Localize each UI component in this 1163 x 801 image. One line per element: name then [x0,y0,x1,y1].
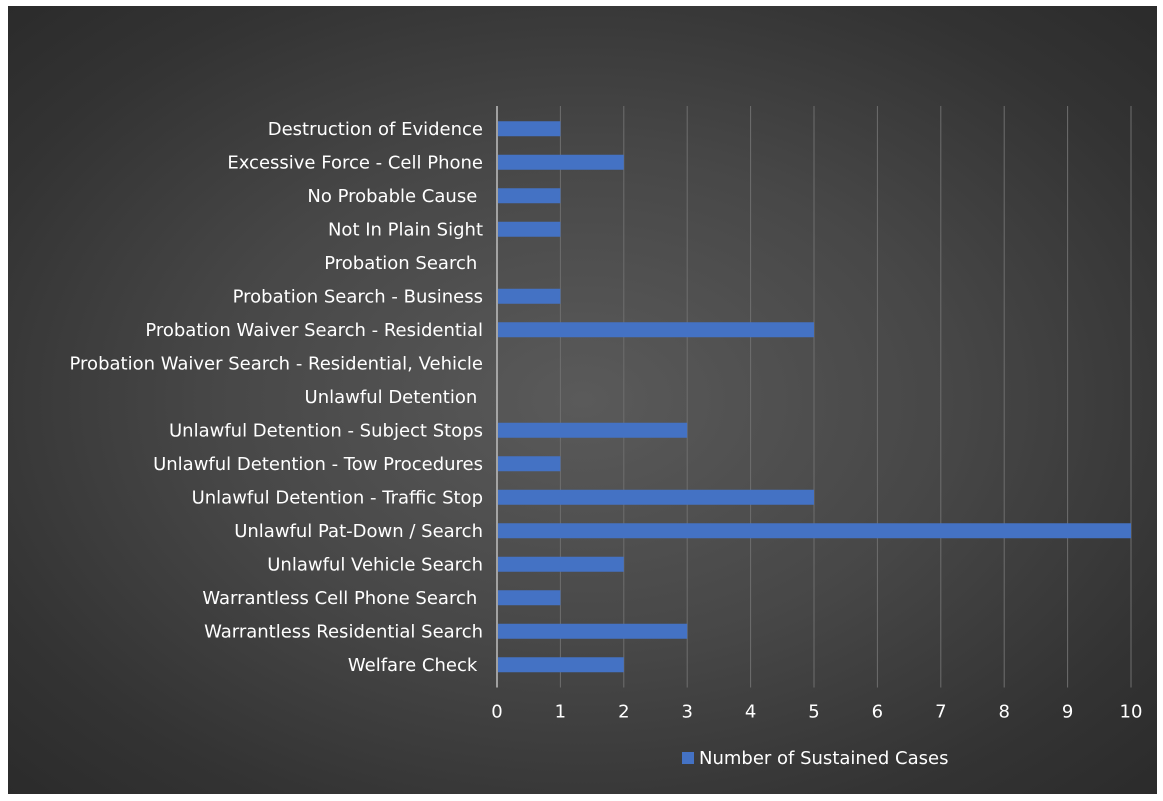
category-labels: Destruction of Evidence Excessive Force -… [70,119,483,676]
category-label: Probation Search [324,253,483,274]
x-tick-label: 3 [681,702,692,723]
bar [498,221,561,237]
category-label: Probation Waiver Search - Residential, V… [70,353,483,374]
bar [498,154,624,170]
bars [498,121,1131,673]
bar [498,556,624,572]
category-label: Warrantless Cell Phone Search [202,588,483,609]
category-label: Unlawful Detention - Subject Stops [169,420,483,441]
category-label: Unlawful Vehicle Search [267,554,483,575]
bar [498,623,688,639]
chart-area: Destruction of Evidence Excessive Force -… [8,6,1157,794]
category-label: Unlawful Detention [305,387,483,408]
x-tick-label: 10 [1120,702,1143,723]
x-tick-label: 7 [935,702,946,723]
bar [498,489,814,505]
category-label: Probation Waiver Search - Residential [145,320,483,341]
category-label: Unlawful Pat-Down / Search [234,521,483,542]
x-tick-label: 6 [872,702,883,723]
x-tick-label: 9 [1062,702,1073,723]
category-label: Probation Search - Business [233,286,483,307]
legend: Number of Sustained Cases [682,748,948,769]
legend-swatch [682,752,694,764]
bar [498,523,1131,539]
category-label: Unlawful Detention - Traffic Stop [192,487,483,508]
category-label: Warrantless Residential Search [204,621,483,642]
gridlines [559,106,1132,688]
x-tick-label: 5 [808,702,819,723]
bar [498,657,624,673]
x-tick-label: 8 [998,702,1009,723]
legend-label: Number of Sustained Cases [699,748,948,769]
bar [498,590,561,606]
bar [498,188,561,204]
bar [498,456,561,472]
category-label: Not In Plain Sight [328,219,483,240]
x-tick-label: 1 [555,702,566,723]
category-label: Unlawful Detention - Tow Procedures [153,454,483,475]
bar [498,422,688,438]
bar-chart: Destruction of Evidence Excessive Force -… [70,106,1142,769]
category-label: Destruction of Evidence [268,119,483,140]
bar [498,322,814,338]
category-label: No Probable Cause [307,186,483,207]
bar [498,288,561,304]
category-label: Excessive Force - Cell Phone [227,152,483,173]
x-tick-label: 0 [491,702,502,723]
category-label: Welfare Check [348,655,483,676]
x-tick-labels: 0 1 2 3 4 5 6 7 8 9 10 [491,702,1142,723]
bar [498,121,561,137]
x-tick-label: 4 [745,702,756,723]
x-tick-label: 2 [618,702,629,723]
